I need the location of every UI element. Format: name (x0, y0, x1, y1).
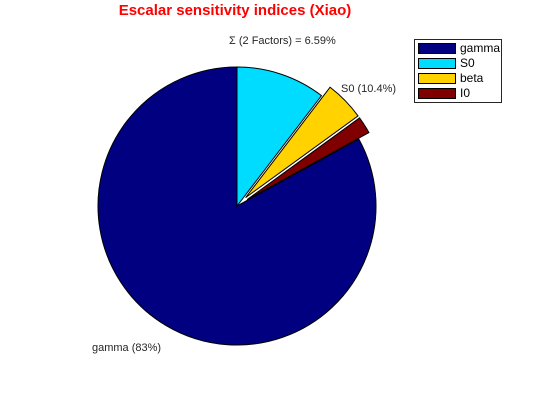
legend-swatch-beta (418, 72, 456, 84)
pie-slice-s0 (236, 66, 323, 208)
slice-label-gamma: gamma (83%) (92, 342, 161, 354)
legend-label-gamma: gamma (460, 41, 501, 55)
group-label-sum: Σ (2 Factors) = 6.59% (229, 35, 336, 47)
legend-swatch-gamma (418, 42, 456, 54)
legend-label-beta: beta (460, 71, 484, 85)
pie-slice-i0 (246, 117, 370, 201)
pie-slice-beta (245, 86, 359, 199)
pie-labels: gamma (83%) S0 (10.4%) Σ (2 Factors) = 6… (92, 35, 396, 354)
legend-entry-gamma: gamma (418, 41, 500, 55)
pie-slice-gamma (97, 66, 377, 346)
legend-entry-beta: beta (418, 71, 483, 85)
slice-label-s0: S0 (10.4%) (341, 83, 396, 95)
chart-title: Escalar sensitivity indices (Xiao) (118, 2, 352, 19)
legend-label-s0: S0 (460, 56, 475, 70)
pie-slices (97, 66, 377, 346)
legend-swatch-i0 (418, 87, 456, 99)
legend-swatch-s0 (418, 57, 456, 69)
legend-label-i0: I0 (460, 86, 471, 100)
legend: gamma S0 beta I0 (414, 39, 502, 103)
legend-entry-i0: I0 (418, 86, 470, 100)
legend-entry-s0: S0 (418, 56, 475, 70)
